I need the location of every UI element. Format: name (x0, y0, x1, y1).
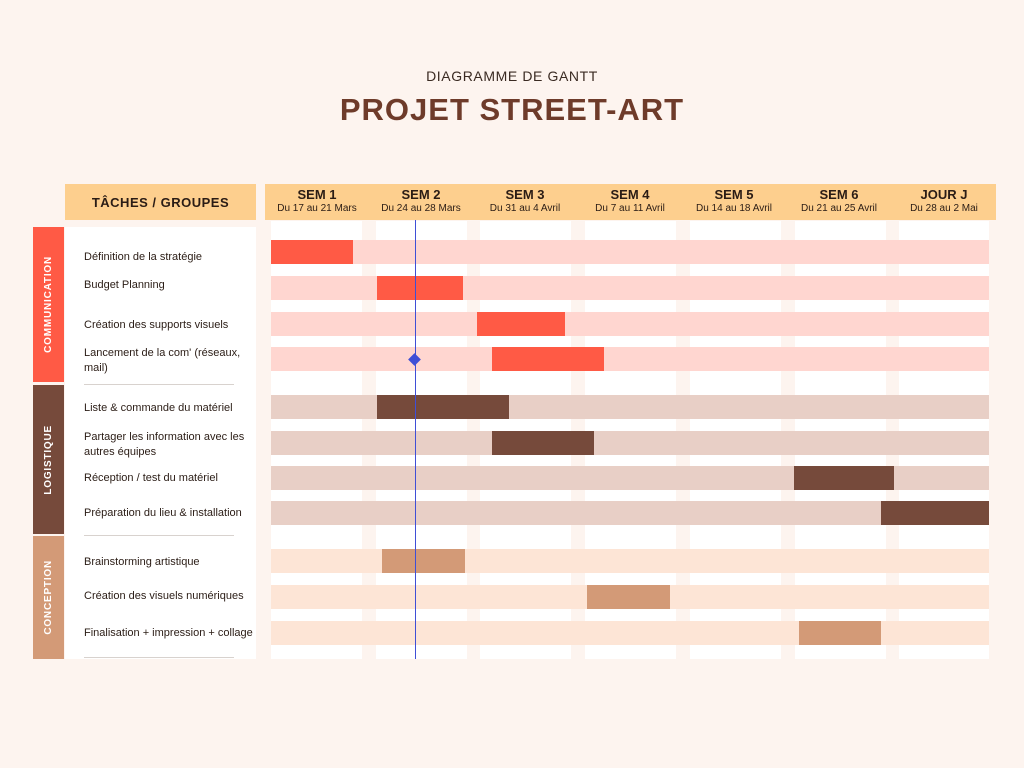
task-label: Liste & commande du matériel (84, 392, 254, 424)
task-label: Préparation du lieu & installation (84, 497, 254, 530)
task-label-text: Brainstorming artistique (84, 555, 200, 568)
week-dates: Du 31 au 4 Avril (489, 203, 561, 214)
task-track (271, 549, 989, 573)
task-label-text: Réception / test du matériel (84, 471, 218, 484)
task-bar (881, 501, 989, 525)
task-track (271, 501, 989, 525)
task-track (271, 347, 989, 371)
tasks-panel (65, 227, 256, 659)
task-bar (381, 549, 465, 573)
group-label: COMMUNICATION (43, 256, 54, 353)
week-header: SEM 3 Du 31 au 4 Avril (473, 184, 577, 220)
group-tab-communication: COMMUNICATION (33, 227, 64, 382)
task-track (271, 240, 989, 264)
task-label-text: Finalisation + impression + collage (84, 626, 253, 639)
week-dates: Du 28 au 2 Mai (910, 203, 978, 214)
week-label: JOUR J (920, 187, 968, 202)
week-dates: Du 14 au 18 Avril (696, 203, 772, 214)
task-bar (586, 585, 670, 609)
week-label: SEM 6 (819, 187, 859, 202)
week-label: SEM 2 (401, 187, 441, 202)
task-label: Budget Planning (84, 273, 254, 297)
week-header: JOUR J Du 28 au 2 Mai (892, 184, 996, 220)
task-label: Partager les information avec les autres… (84, 428, 254, 462)
group-separator (84, 384, 234, 385)
task-label: Lancement de la com' (réseaux, mail) (84, 344, 254, 378)
task-label-text: Création des visuels numériques (84, 589, 244, 602)
task-bar (799, 621, 882, 645)
week-dates: Du 24 au 28 Mars (381, 203, 461, 214)
week-header: SEM 5 Du 14 au 18 Avril (682, 184, 786, 220)
task-track (271, 621, 989, 645)
task-bar (477, 312, 566, 336)
group-tab-conception: CONCEPTION (33, 536, 64, 659)
chart-subtitle: DIAGRAMME DE GANTT (426, 68, 598, 84)
task-bar (376, 395, 509, 419)
task-track (271, 431, 989, 455)
task-label: Brainstorming artistique (84, 549, 254, 575)
task-label: Création des visuels numériques (84, 580, 254, 612)
group-label: CONCEPTION (43, 560, 54, 635)
task-bar (491, 347, 605, 371)
task-label-text: Préparation du lieu & installation (84, 507, 242, 519)
task-bar (794, 466, 894, 490)
week-label: SEM 4 (610, 187, 650, 202)
task-label: Finalisation + impression + collage (84, 616, 254, 650)
week-header: SEM 2 Du 24 au 28 Mars (369, 184, 473, 220)
task-label-text: Budget Planning (84, 278, 165, 291)
task-label-text: Liste & commande du matériel (84, 401, 233, 414)
task-label: Réception / test du matériel (84, 465, 254, 491)
week-dates: Du 7 au 11 Avril (595, 203, 665, 214)
task-label: Création des supports visuels (84, 309, 254, 342)
week-header: SEM 1 Du 17 au 21 Mars (265, 184, 369, 220)
week-header: SEM 6 Du 21 au 25 Avril (787, 184, 891, 220)
week-dates: Du 17 au 21 Mars (277, 203, 357, 214)
task-label-text: Définition de la stratégie (84, 250, 203, 263)
task-label-text: Création des supports visuels (84, 319, 229, 331)
group-separator (84, 657, 234, 658)
chart-title: PROJET STREET-ART (339, 92, 685, 127)
week-header: SEM 4 Du 7 au 11 Avril (578, 184, 682, 220)
task-bar (271, 240, 354, 264)
task-label-text: Partager les information avec les autres… (84, 431, 245, 458)
task-track (271, 312, 989, 336)
week-label: SEM 5 (714, 187, 754, 202)
today-line (415, 220, 416, 659)
week-dates: Du 21 au 25 Avril (801, 203, 877, 214)
task-bar (376, 276, 463, 300)
task-label-text: Lancement de la com' (réseaux, mail) (84, 347, 241, 374)
task-bar (491, 431, 595, 455)
tasks-header: TÂCHES / GROUPES (65, 184, 256, 220)
group-tab-logistique: LOGISTIQUE (33, 385, 64, 534)
group-separator (84, 535, 234, 536)
task-label: Définition de la stratégie (84, 242, 254, 272)
group-label: LOGISTIQUE (43, 424, 54, 495)
week-label: SEM 1 (297, 187, 337, 202)
week-label: SEM 3 (505, 187, 545, 202)
